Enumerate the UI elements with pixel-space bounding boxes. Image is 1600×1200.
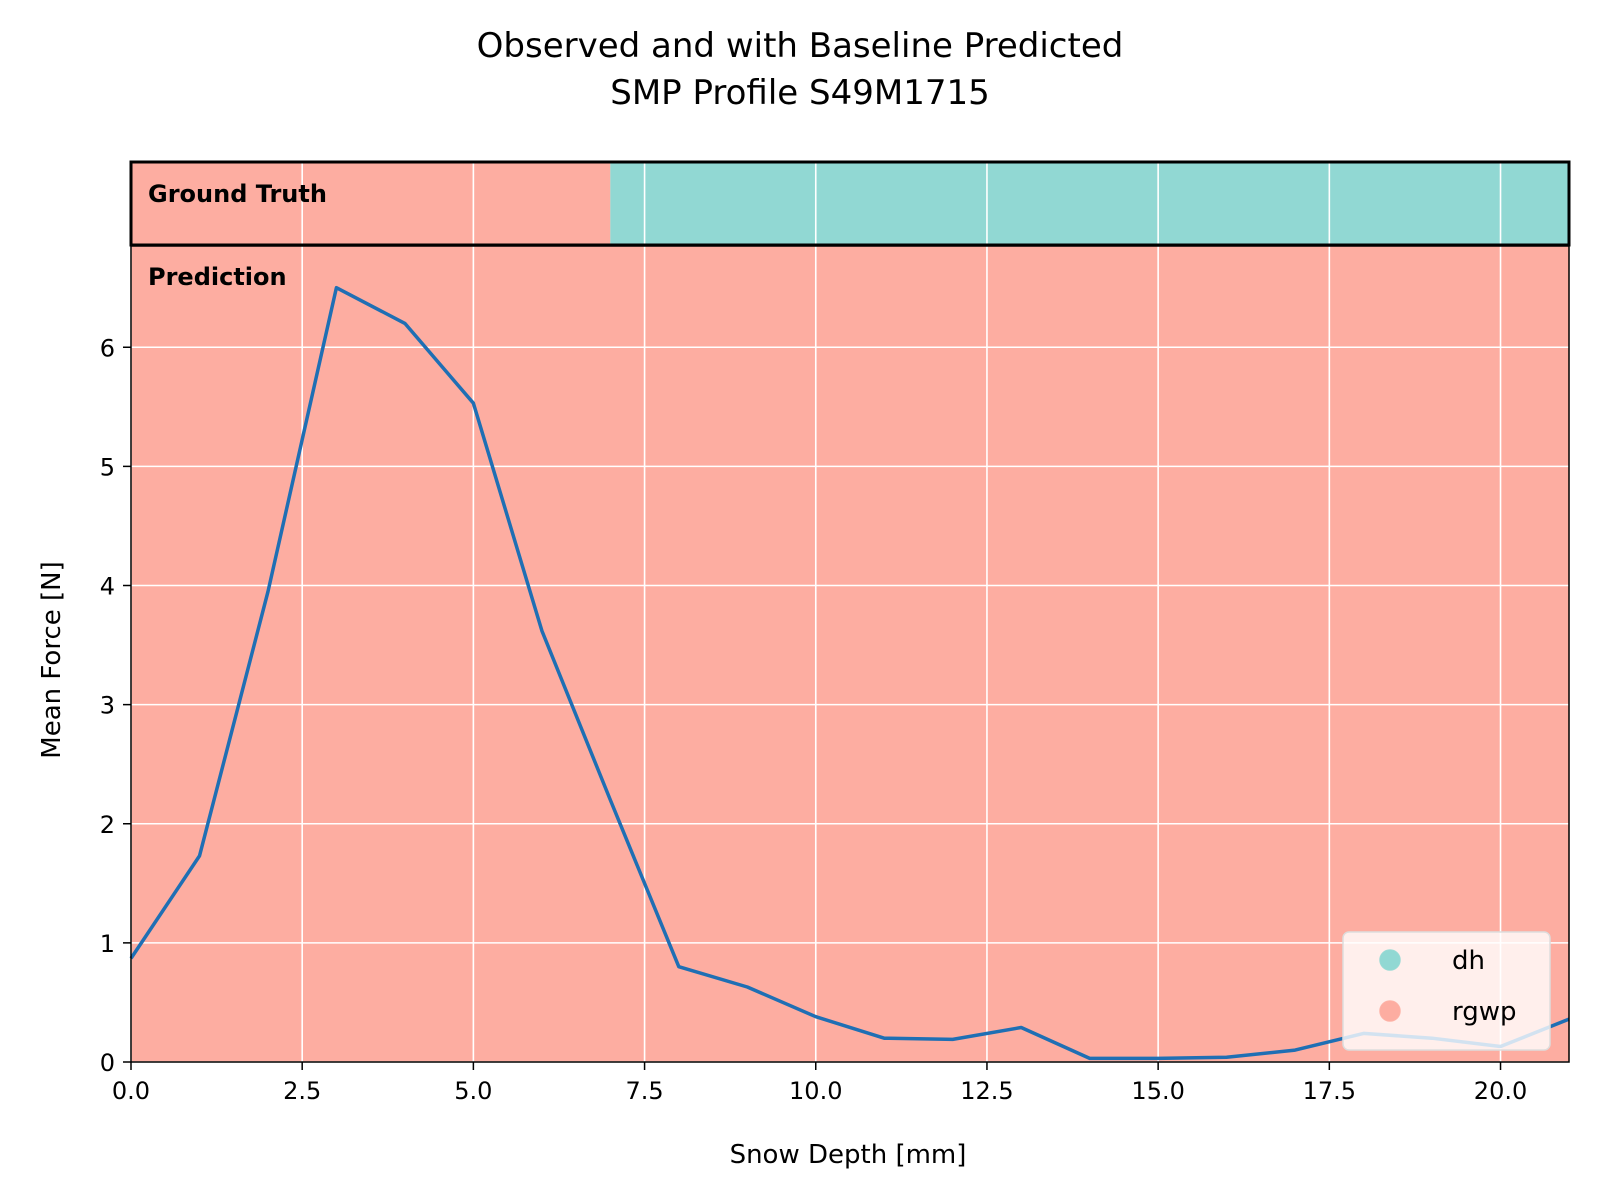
series-group	[129, 285, 1570, 1061]
x-tick-label: 0.0	[112, 1077, 150, 1105]
ground-truth-label: Ground Truth	[148, 180, 327, 208]
x-axis-label: Snow Depth [mm]	[730, 1140, 967, 1170]
x-axis-ticks: 0.0 2.5 5.0 7.5 10.0 12.5 15.0 17.5 20.0	[112, 1062, 1527, 1105]
y-tick-label: 0	[100, 1049, 115, 1077]
plot-frame	[130, 245, 1570, 1063]
grid-lines	[130, 162, 1569, 1063]
x-tick-label: 7.5	[625, 1077, 663, 1105]
legend-marker-dh	[1379, 949, 1401, 971]
ground-truth-segment-rgwp	[131, 162, 611, 245]
legend-label-rgwp: rgwp	[1452, 997, 1517, 1027]
legend: dh rgwp	[1342, 931, 1551, 1051]
axes-frames	[129, 160, 1571, 1063]
y-tick-label: 2	[100, 811, 115, 839]
legend-label-dh: dh	[1452, 946, 1485, 976]
ground-truth-frame	[129, 160, 1571, 247]
x-tick-label: 20.0	[1474, 1077, 1527, 1105]
ground-truth-segment-dh	[610, 162, 1569, 245]
x-tick-label: 5.0	[454, 1077, 492, 1105]
chart-title: Observed and with Baseline Predicted	[477, 26, 1124, 66]
x-tick-label: 12.5	[960, 1077, 1013, 1105]
legend-marker-rgwp	[1379, 1000, 1401, 1022]
prediction-label: Prediction	[148, 263, 287, 291]
y-axis-label: Mean Force [N]	[37, 561, 67, 758]
x-tick-label: 17.5	[1303, 1077, 1356, 1105]
chart-subtitle: SMP Profile S49M1715	[610, 73, 989, 113]
x-tick-label: 2.5	[283, 1077, 321, 1105]
y-tick-label: 5	[100, 453, 115, 481]
series-line	[129, 285, 1570, 1061]
y-tick-label: 4	[100, 573, 115, 601]
y-tick-label: 1	[100, 930, 115, 958]
y-tick-label: 6	[100, 334, 115, 362]
y-tick-label: 3	[100, 692, 115, 720]
x-tick-label: 10.0	[789, 1077, 842, 1105]
x-tick-label: 15.0	[1131, 1077, 1184, 1105]
y-axis-ticks: 0 1 2 3 4 5 6	[100, 334, 131, 1077]
legend-box	[1342, 931, 1551, 1051]
ground-truth-band	[131, 162, 1569, 245]
